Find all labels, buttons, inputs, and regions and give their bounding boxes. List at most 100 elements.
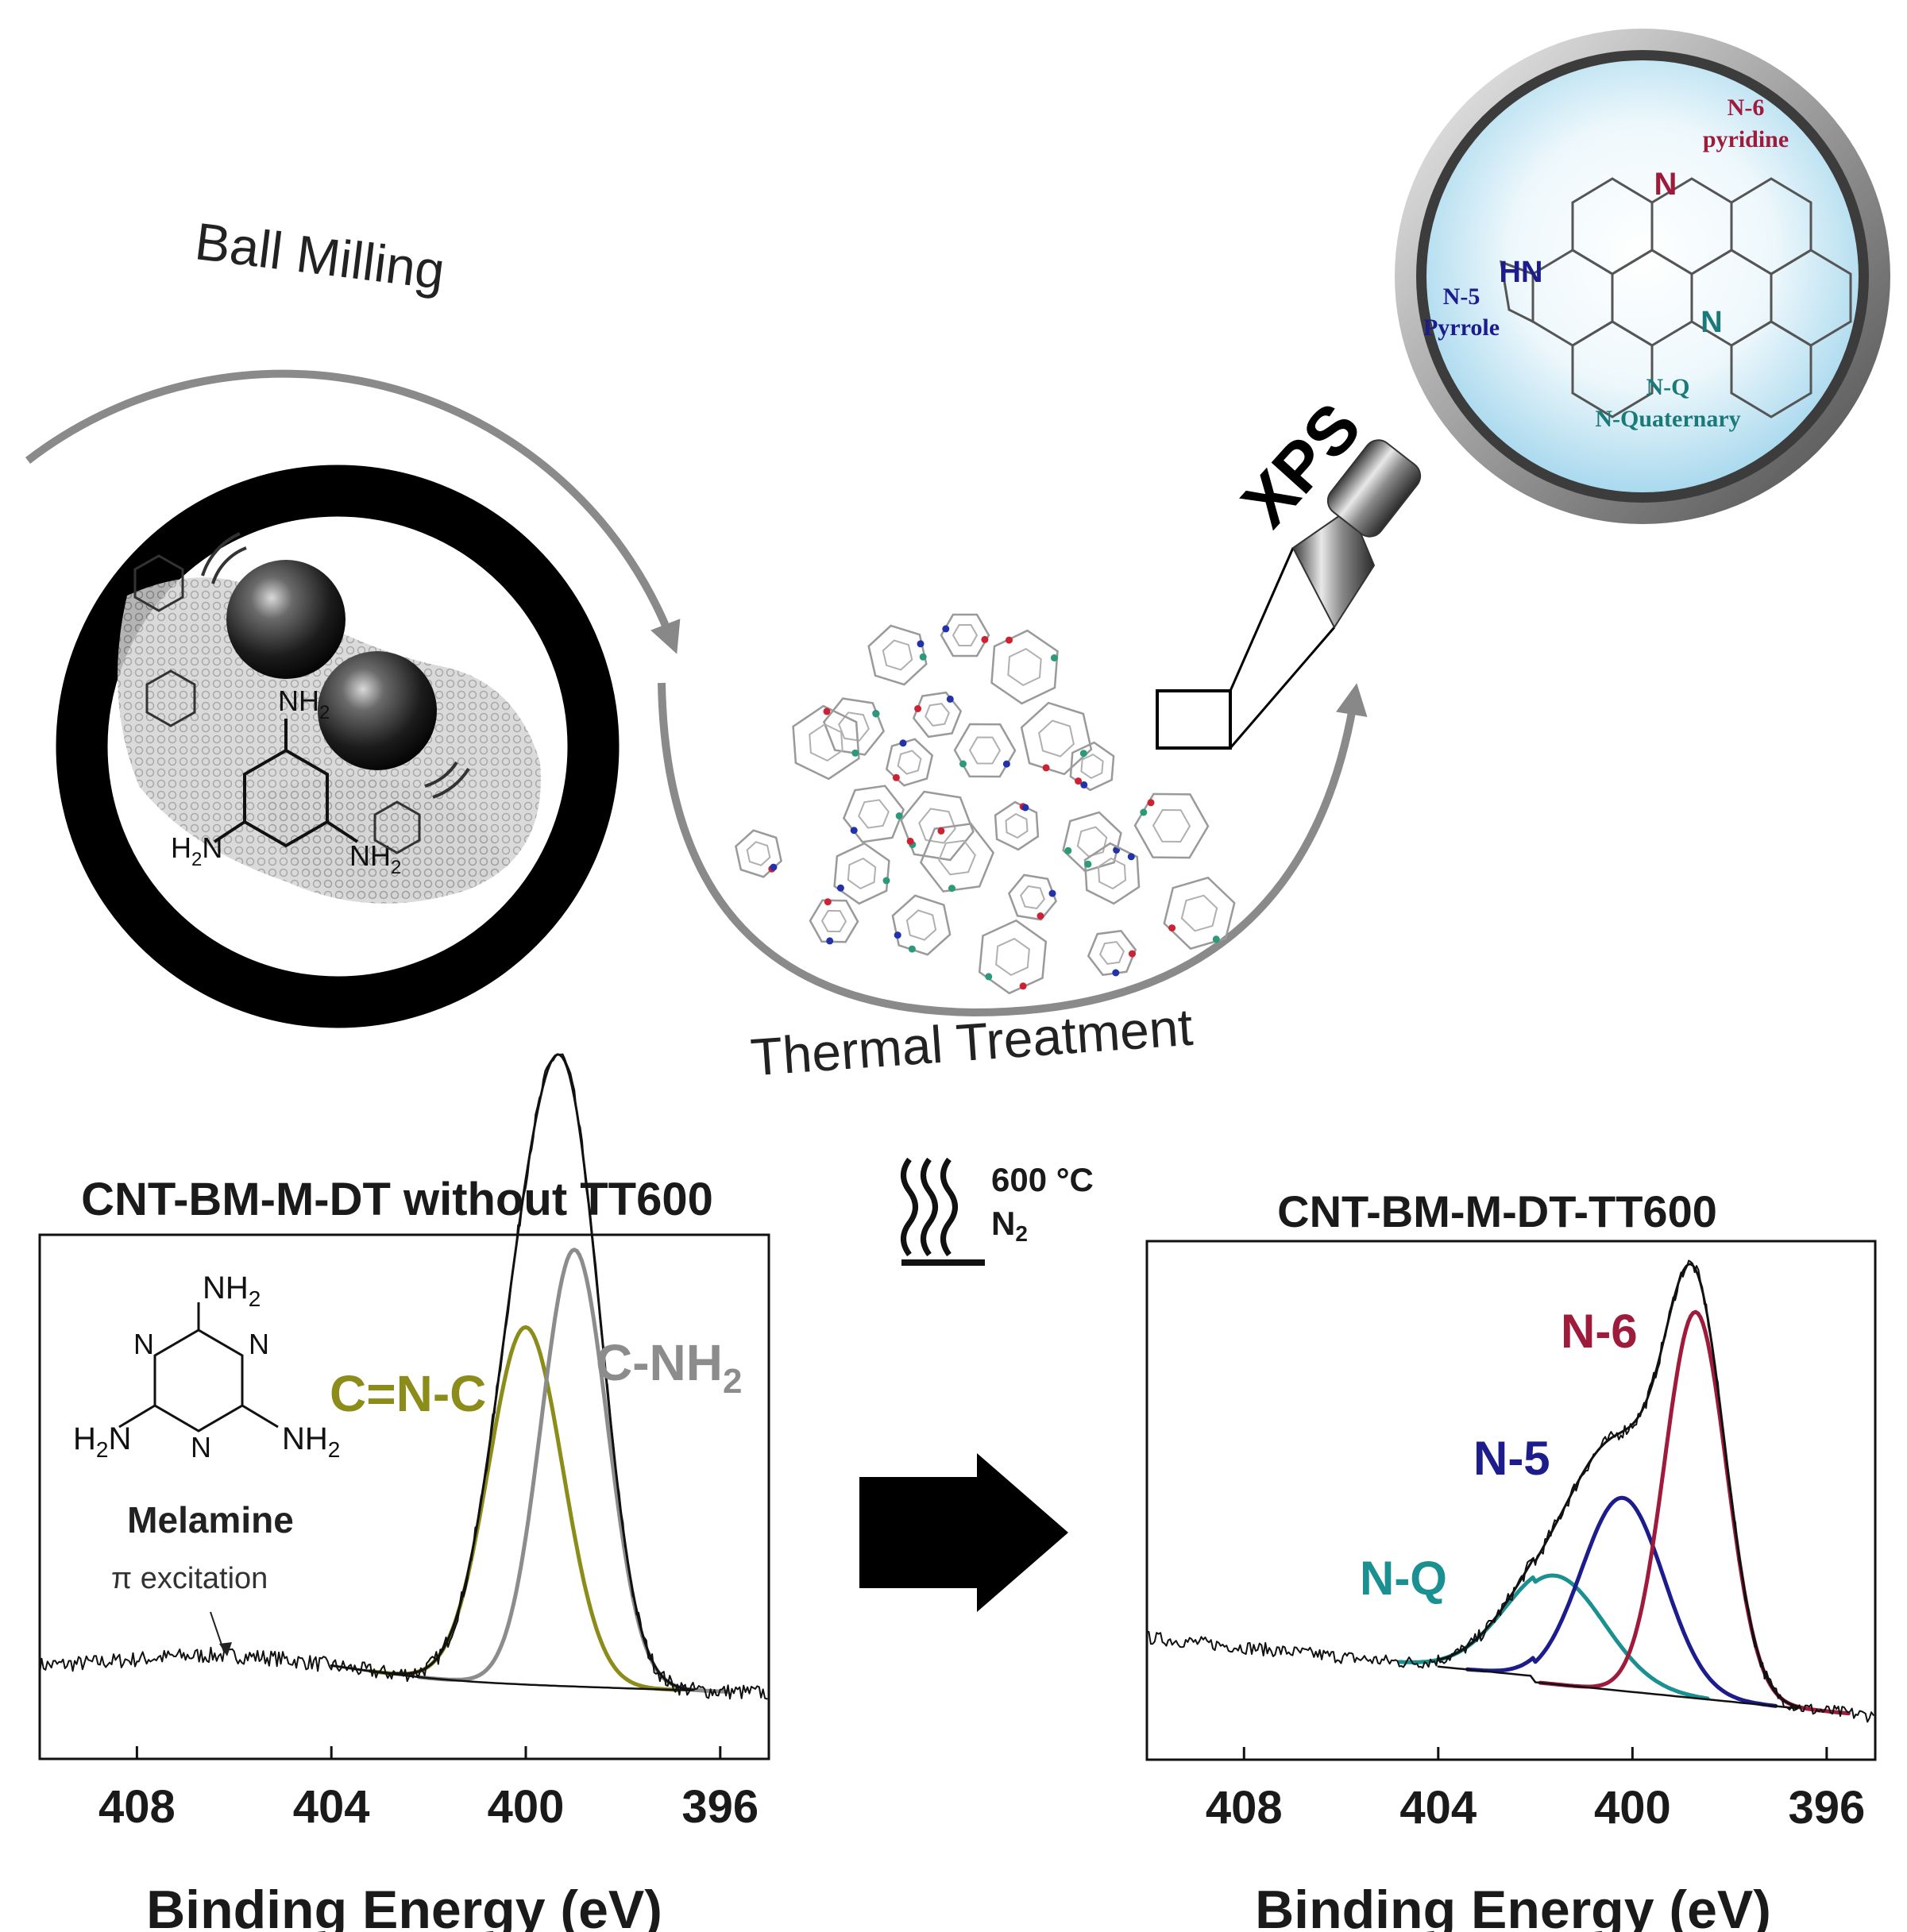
- graphene-fragment: [867, 624, 928, 686]
- n5-name: Pyrrole: [1423, 314, 1500, 341]
- nitrogen-dopant-dot: [851, 749, 859, 757]
- graphene-fragment-inner: [1076, 826, 1108, 858]
- nitrogen-dopant-dot: [1048, 889, 1056, 897]
- series-label-n5: N-5: [1473, 1432, 1550, 1485]
- temperature-label: 600 °C: [991, 1161, 1094, 1198]
- graphene-fragment-inner: [905, 909, 937, 941]
- graphene-fragment: [940, 613, 990, 657]
- graphene-fragment: [1020, 701, 1093, 776]
- melamine-molecule-small: [133, 554, 421, 854]
- graphene-fragment-inner: [847, 857, 877, 890]
- graphene-fragment: [735, 829, 782, 878]
- left-raw-data: [39, 1053, 768, 1700]
- melamine-caption: Melamine: [127, 1499, 294, 1541]
- transition-arrow: [859, 1453, 1068, 1612]
- nitrogen-dopant-dot: [959, 760, 967, 768]
- n6-name: pyridine: [1703, 126, 1789, 152]
- graphene-fragment: [822, 697, 886, 756]
- nitrogen-dopant-dot: [1002, 760, 1010, 768]
- melamine-molecule-jar: [213, 719, 359, 848]
- nq-label: N-Q: [1646, 374, 1690, 400]
- nitrogen-dopant-dot: [1084, 860, 1092, 868]
- graphene-fragment: [919, 823, 995, 893]
- nitrogen-dopant-dot: [1021, 804, 1029, 812]
- right-tick-label: 404: [1399, 1782, 1477, 1834]
- nitrogen-dopant-dot: [1050, 654, 1058, 661]
- graphene-fragment-inner: [1005, 812, 1029, 839]
- ball-milling-arrow: [25, 369, 681, 654]
- graphene-fragment-inner: [925, 703, 950, 727]
- graphene-fragment: [833, 842, 890, 905]
- graphene-fragment: [990, 629, 1059, 705]
- nitrogen-dopant-dot: [1080, 781, 1088, 789]
- melamine-inset-h2n: H2N: [73, 1421, 131, 1462]
- nitrogen-dopant-dot: [981, 635, 989, 643]
- graphene-fragments: [735, 613, 1236, 995]
- right-series-1: [1465, 1495, 1778, 1708]
- ball-milling-label: Ball Milling: [192, 211, 448, 300]
- nitrogen-dopant-dot: [1212, 935, 1220, 943]
- chart-right-title: CNT-BM-M-DT-TT600: [1277, 1186, 1717, 1236]
- series-label-n6: N-6: [1561, 1305, 1638, 1358]
- melamine-inset: [118, 1302, 279, 1433]
- chart-right: CNT-BM-M-DT-TT600 408 404 400 396 Binding E…: [1145, 1186, 1877, 1932]
- nitrogen-dopant-dot: [906, 837, 914, 845]
- chart-right-xlabel: Binding Energy (eV): [1255, 1880, 1771, 1932]
- nq-atom: N: [1700, 306, 1722, 339]
- graphene-fragment-inner: [882, 639, 913, 671]
- nitrogen-dopant-dot: [770, 863, 778, 871]
- nitrogen-dopant-dot: [872, 710, 880, 718]
- nitrogen-dopant-dot: [1019, 982, 1027, 990]
- right-tick-label: 400: [1594, 1782, 1671, 1834]
- graphene-fragment-inner: [746, 841, 771, 866]
- graphene-fragment-inner: [918, 808, 956, 844]
- nitrogen-dopant-dot: [899, 739, 907, 747]
- graphene-fragment-inner: [1097, 857, 1127, 890]
- graphene-fragment-inner: [858, 799, 890, 829]
- graphene-fragment-inner: [1080, 753, 1104, 780]
- graphene-fragment-inner: [897, 750, 922, 775]
- graphene-fragment: [885, 738, 934, 787]
- graphene-fragment: [900, 790, 975, 862]
- pi-excitation-label: π excitation: [111, 1562, 268, 1595]
- milling-ball: [318, 651, 437, 770]
- nitrogen-dopant-dot: [1147, 799, 1155, 807]
- chart-left-frame: [38, 1233, 770, 1760]
- chart-left-xlabel: Binding Energy (eV): [146, 1880, 662, 1932]
- nitrogen-dopant-dot: [1129, 950, 1136, 958]
- zoom-line: [1229, 627, 1336, 749]
- nitrogen-dopant-dot: [895, 812, 903, 819]
- nitrogen-dopant-dot: [882, 877, 890, 885]
- nitrogen-dopant-dot: [1140, 808, 1148, 816]
- magnifier-lens: [1426, 60, 1859, 492]
- left-tick-label: 404: [293, 1781, 370, 1833]
- pi-excitation-arrowhead: [219, 1642, 232, 1656]
- chart-left-xticks: 408 404 400 396: [98, 1746, 759, 1833]
- nitrogen-dopant-dot: [823, 708, 831, 715]
- nitrogen-dopant-dot: [850, 827, 858, 835]
- nitrogen-dopant-dot: [946, 695, 954, 703]
- nitrogen-dopant-dot: [1127, 853, 1135, 861]
- graphene-fragment: [1062, 811, 1122, 873]
- zoom-line: [1229, 547, 1295, 692]
- graphene-fragment-inner: [1180, 894, 1218, 932]
- magnifier-handle: [1326, 439, 1422, 538]
- nitrogen-dopant-dot: [917, 640, 925, 648]
- nitrogen-dopant-dot: [1042, 764, 1050, 772]
- thermal-stage: Thermal Treatment: [658, 547, 1368, 1086]
- nitrogen-dopant-dot: [914, 705, 922, 712]
- graphene-fragment: [1007, 873, 1058, 921]
- left-series-1: [416, 1248, 730, 1694]
- graphene-fragment-inner: [952, 624, 979, 646]
- series-label-nq: N-Q: [1360, 1552, 1447, 1605]
- n-doped-graphene-structure: [1500, 177, 1852, 418]
- nitrogen-dopant-dot: [1064, 846, 1072, 854]
- nq-name: N-Quaternary: [1595, 406, 1740, 432]
- nitrogen-dopant-dot: [919, 653, 927, 661]
- ball-milling-stage: Ball Milling NH2 NH2 H2N: [25, 211, 681, 1028]
- melamine-jar-h2n: H2N: [171, 831, 222, 870]
- gas-label: N2: [991, 1205, 1028, 1246]
- n5-label: N-5: [1443, 283, 1480, 310]
- right-tick-label: 408: [1206, 1782, 1283, 1834]
